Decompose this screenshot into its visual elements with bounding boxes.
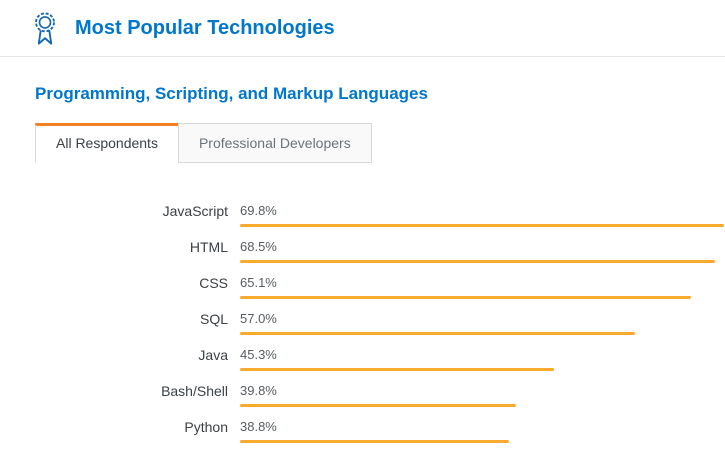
bar [240,404,516,407]
bar-row: Java 45.3% [0,347,725,371]
bar-label: CSS [199,275,228,291]
bar-body: 69.8% [240,203,725,227]
bar [240,332,635,335]
bar-value: 38.8% [240,419,277,434]
bar-value: 45.3% [240,347,277,362]
bar-label: JavaScript [162,203,228,219]
bar-chart: JavaScript 69.8% HTML 68.5% CSS 65.1% SQ… [0,203,725,443]
bar-value: 39.8% [240,383,277,398]
bar [240,260,715,263]
bar-body: 65.1% [240,275,725,299]
bar-label: SQL [199,311,228,327]
bar-row: CSS 65.1% [0,275,725,299]
bar-value: 57.0% [240,311,277,326]
bar-row: Python 38.8% [0,419,725,443]
bar [240,296,692,299]
bar-body: 38.8% [240,419,725,443]
bar-body: 45.3% [240,347,725,371]
bar-row: SQL 57.0% [0,311,725,335]
bar-label: Bash/Shell [161,383,228,399]
bar-label: HTML [189,239,228,255]
bar-value: 68.5% [240,239,277,254]
bar-label: Java [198,347,228,363]
bar-body: 57.0% [240,311,725,335]
bar-value: 69.8% [240,203,277,218]
header-divider [0,56,725,57]
page-header: Most Popular Technologies [0,0,725,56]
section-title: Programming, Scripting, and Markup Langu… [35,84,428,103]
bar-row: Bash/Shell 39.8% [0,383,725,407]
bar-row: HTML 68.5% [0,239,725,263]
tab-professional-developers[interactable]: Professional Developers [177,123,372,163]
tab-all-respondents[interactable]: All Respondents [35,123,179,163]
bar [240,368,554,371]
page: Most Popular Technologies Programming, S… [0,0,725,443]
bar-body: 39.8% [240,383,725,407]
bar [240,440,509,443]
tab-bar: All Respondents Professional Developers [35,123,725,163]
bar-body: 68.5% [240,239,725,263]
bar-value: 65.1% [240,275,277,290]
bar-row: JavaScript 69.8% [0,203,725,227]
bar [240,224,724,227]
bar-label: Python [184,419,228,435]
page-title: Most Popular Technologies [75,16,335,39]
ribbon-award-icon [30,10,60,46]
